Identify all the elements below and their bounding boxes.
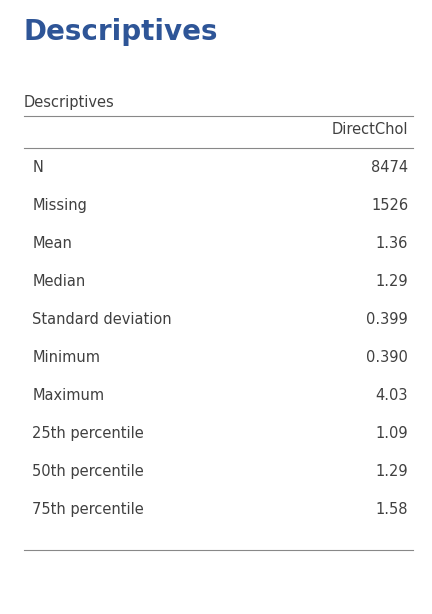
Text: 75th percentile: 75th percentile <box>32 502 144 517</box>
Text: Minimum: Minimum <box>32 350 100 365</box>
Text: Mean: Mean <box>32 236 72 251</box>
Text: Descriptives: Descriptives <box>24 95 114 110</box>
Text: Median: Median <box>32 274 86 289</box>
Text: 1.58: 1.58 <box>376 502 408 517</box>
Text: 1.29: 1.29 <box>375 274 408 289</box>
Text: 50th percentile: 50th percentile <box>32 464 144 479</box>
Text: 0.390: 0.390 <box>366 350 408 365</box>
Text: N: N <box>32 160 43 175</box>
Text: Maximum: Maximum <box>32 388 105 403</box>
Text: 1.09: 1.09 <box>375 426 408 441</box>
Text: 25th percentile: 25th percentile <box>32 426 144 441</box>
Text: 8474: 8474 <box>371 160 408 175</box>
Text: 1.36: 1.36 <box>376 236 408 251</box>
Text: DirectChol: DirectChol <box>332 122 408 137</box>
Text: 1.29: 1.29 <box>375 464 408 479</box>
Text: Standard deviation: Standard deviation <box>32 312 172 327</box>
Text: Descriptives: Descriptives <box>24 18 218 46</box>
Text: 1526: 1526 <box>371 198 408 213</box>
Text: 4.03: 4.03 <box>376 388 408 403</box>
Text: Missing: Missing <box>32 198 87 213</box>
Text: 0.399: 0.399 <box>366 312 408 327</box>
